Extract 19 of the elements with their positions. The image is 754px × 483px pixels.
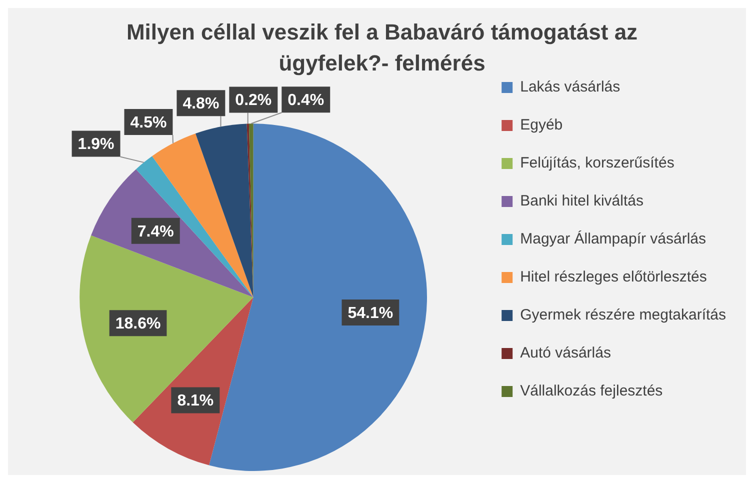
- legend-label: Hitel részleges előtörlesztés: [520, 268, 707, 286]
- legend-label: Felújítás, korszerűsítés: [520, 154, 674, 172]
- data-label: 1.9%: [78, 136, 114, 154]
- data-label: 7.4%: [137, 223, 174, 240]
- legend-label: Banki hitel kiváltás: [520, 192, 644, 210]
- legend-label: Lakás vásárlás: [520, 78, 620, 96]
- legend-label: Egyéb: [520, 116, 563, 134]
- data-label: 8.1%: [177, 392, 214, 410]
- data-label: 0.2%: [235, 92, 272, 110]
- data-label: 54.1%: [348, 304, 394, 322]
- data-label: 4.5%: [130, 114, 167, 132]
- legend-label: Gyermek részére megtakarítás: [520, 306, 726, 324]
- chart-title: Milyen céllal veszik fel a Babaváró támogatást az ügyfelek?- felmérés: [126, 19, 638, 76]
- legend-label: Magyar Állampapír vásárlás: [520, 230, 706, 248]
- data-label: 4.8%: [182, 96, 220, 113]
- data-label: 0.4%: [288, 92, 324, 110]
- legend-label: Autó vásárlás: [520, 344, 611, 362]
- legend-label: Vállalkozás fejlesztés: [520, 382, 663, 400]
- data-label: 18.6%: [115, 315, 161, 332]
